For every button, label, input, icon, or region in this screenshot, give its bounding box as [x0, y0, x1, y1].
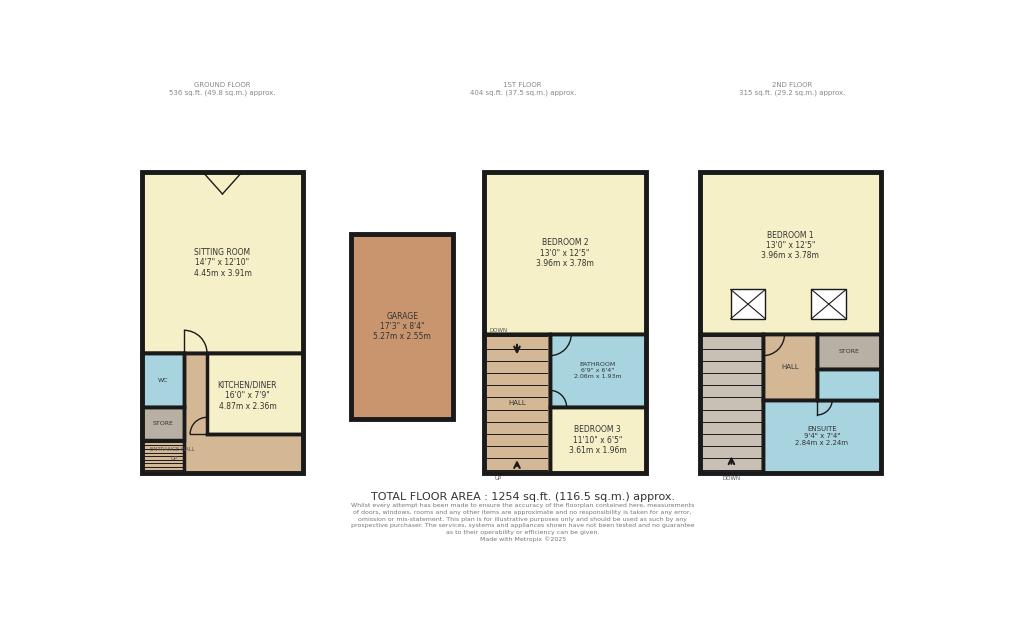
Bar — [549, 407, 645, 473]
Text: GROUND FLOOR
536 sq.ft. (49.8 sq.m.) approx.: GROUND FLOOR 536 sq.ft. (49.8 sq.m.) app… — [169, 82, 275, 96]
Text: BEDROOM 3
11'10" x 6'5"
3.61m x 1.96m: BEDROOM 3 11'10" x 6'5" 3.61m x 1.96m — [569, 425, 626, 455]
Text: ENSUITE
9'4" x 7'4"
2.84m x 2.24m: ENSUITE 9'4" x 7'4" 2.84m x 2.24m — [795, 426, 848, 446]
Text: BATHROOM
6'9" x 6'4"
2.06m x 1.93m: BATHROOM 6'9" x 6'4" 2.06m x 1.93m — [574, 363, 621, 379]
Text: GARAGE
17'3" x 8'4"
5.27m x 2.55m: GARAGE 17'3" x 8'4" 5.27m x 2.55m — [373, 312, 431, 341]
Bar — [816, 369, 880, 399]
Bar — [142, 407, 183, 440]
Text: TOTAL FLOOR AREA : 1254 sq.ft. (116.5 sq.m.) approx.: TOTAL FLOOR AREA : 1254 sq.ft. (116.5 sq… — [370, 493, 675, 503]
Bar — [699, 172, 880, 473]
Text: SITTING ROOM
14'7" x 12'10"
4.45m x 3.91m: SITTING ROOM 14'7" x 12'10" 4.45m x 3.91… — [194, 248, 251, 278]
Text: ENTRANCE HALL: ENTRANCE HALL — [150, 447, 195, 452]
Text: STORE: STORE — [838, 349, 858, 354]
Bar — [142, 436, 303, 473]
Bar — [142, 172, 303, 353]
Bar — [351, 234, 453, 419]
Bar — [811, 289, 846, 318]
Text: STORE: STORE — [152, 421, 173, 426]
Bar — [351, 234, 453, 419]
Text: UP: UP — [170, 457, 177, 462]
Bar — [142, 353, 183, 407]
Bar — [699, 172, 880, 334]
Text: DOWN: DOWN — [721, 476, 740, 481]
Text: Whilst every attempt has been made to ensure the accuracy of the floorplan conta: Whilst every attempt has been made to en… — [351, 503, 694, 542]
Bar — [484, 172, 645, 473]
Text: UP: UP — [494, 476, 501, 481]
Text: KITCHEN/DINER
16'0" x 7'9"
4.87m x 2.36m: KITCHEN/DINER 16'0" x 7'9" 4.87m x 2.36m — [217, 381, 277, 411]
Bar — [142, 407, 183, 440]
Bar — [762, 399, 880, 473]
Text: HALL: HALL — [507, 401, 526, 406]
Text: WC: WC — [157, 378, 168, 383]
Bar — [699, 334, 762, 473]
Text: 2ND FLOOR
315 sq.ft. (29.2 sq.m.) approx.: 2ND FLOOR 315 sq.ft. (29.2 sq.m.) approx… — [739, 82, 845, 96]
Bar — [142, 353, 183, 407]
Bar — [549, 334, 645, 407]
Bar — [762, 334, 816, 399]
Text: 1ST FLOOR
404 sq.ft. (37.5 sq.m.) approx.: 1ST FLOOR 404 sq.ft. (37.5 sq.m.) approx… — [469, 82, 576, 96]
Text: BEDROOM 2
13'0" x 12'5"
3.96m x 3.78m: BEDROOM 2 13'0" x 12'5" 3.96m x 3.78m — [536, 238, 593, 268]
Bar — [816, 334, 880, 369]
Bar — [730, 289, 764, 318]
Bar — [142, 353, 303, 473]
Bar — [142, 172, 303, 473]
Bar — [207, 353, 303, 434]
Text: HALL: HALL — [781, 364, 798, 370]
Text: BEDROOM 1
13'0" x 12'5"
3.96m x 3.78m: BEDROOM 1 13'0" x 12'5" 3.96m x 3.78m — [760, 231, 818, 261]
Bar — [484, 334, 549, 473]
Text: DOWN: DOWN — [488, 328, 506, 333]
Bar — [484, 172, 645, 334]
